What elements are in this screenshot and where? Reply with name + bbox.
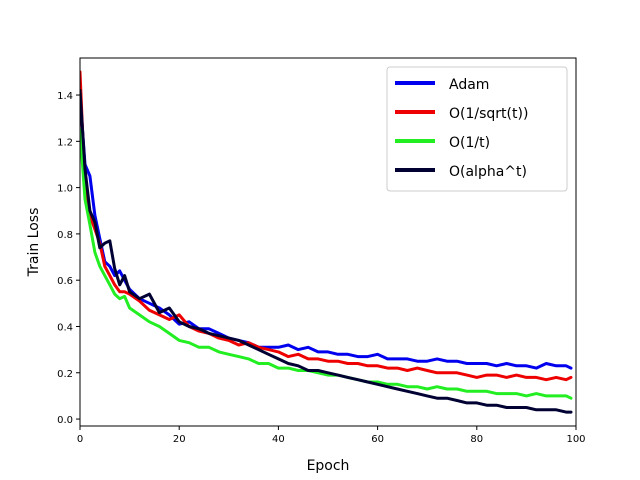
x-axis-label: Epoch bbox=[307, 458, 350, 474]
y-tick-label-1: 0.2 bbox=[57, 369, 73, 380]
y-tick-label-6: 1.2 bbox=[57, 137, 73, 148]
legend-label-3: O(alpha^t) bbox=[449, 164, 527, 180]
plot-frame bbox=[79, 57, 577, 427]
legend: Adam O(1/sqrt(t)) O(1/t) O(alpha^t) bbox=[386, 66, 568, 192]
y-tick-label-7: 1.4 bbox=[57, 91, 73, 102]
x-tick-label-1: 20 bbox=[173, 434, 186, 445]
x-tick-label-3: 60 bbox=[371, 434, 384, 445]
series-lines bbox=[80, 70, 573, 414]
y-tick-label-5: 1.0 bbox=[57, 184, 73, 195]
x-tick-label-5: 100 bbox=[566, 434, 585, 445]
y-axis-label: Train Loss bbox=[26, 208, 42, 278]
legend-label-0: Adam bbox=[449, 77, 489, 93]
y-tick-label-4: 0.8 bbox=[57, 230, 73, 241]
series-line-1 bbox=[80, 70, 573, 382]
x-tick-label-2: 40 bbox=[272, 434, 285, 445]
x-tick-label-0: 0 bbox=[77, 434, 83, 445]
y-tick-label-2: 0.4 bbox=[57, 322, 73, 333]
legend-label-1: O(1/sqrt(t)) bbox=[449, 106, 528, 122]
x-tick-label-4: 80 bbox=[470, 434, 483, 445]
x-axis-ticks: 0 20 40 60 80 100 bbox=[77, 426, 586, 445]
legend-label-2: O(1/t) bbox=[449, 135, 490, 151]
y-axis-ticks: 0.0 0.2 0.4 0.6 0.8 1.0 1.2 1.4 bbox=[57, 91, 80, 426]
legend-box bbox=[386, 66, 568, 192]
y-tick-label-3: 0.6 bbox=[57, 276, 73, 287]
series-line-2 bbox=[80, 128, 573, 400]
y-tick-label-0: 0.0 bbox=[57, 415, 73, 426]
series-line-3 bbox=[80, 88, 573, 414]
